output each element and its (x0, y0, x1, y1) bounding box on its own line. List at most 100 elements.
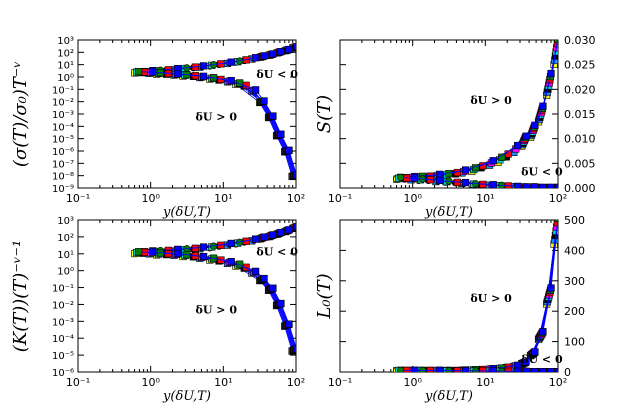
annotation-label: δU > 0 (196, 303, 238, 316)
y-tick-label: 10⁻⁷ (52, 159, 74, 170)
data-point (554, 40, 558, 44)
axes-frame (77, 219, 297, 373)
data-point (269, 50, 277, 58)
data-point (461, 367, 470, 372)
y-tick-label: 0.015 (564, 108, 596, 121)
data-point (522, 367, 530, 372)
annotation-label: δU < 0 (256, 245, 298, 258)
y-axis-label: (K(T))(T)⁻ᵛ⁻¹ (10, 240, 31, 353)
data-point (199, 252, 208, 261)
series-line (396, 64, 555, 180)
data-point (411, 174, 419, 182)
annotation-label: δU > 0 (470, 94, 512, 107)
x-axis-label: y(δU,T) (424, 205, 473, 220)
data-point (461, 178, 470, 187)
y-tick-label: 10⁻⁶ (52, 368, 74, 379)
data-point (539, 183, 547, 188)
data-point (285, 45, 293, 54)
y-tick-label: 0.010 (564, 133, 596, 146)
data-point (269, 112, 277, 120)
data-point (547, 284, 555, 292)
data-point (539, 368, 547, 372)
data-point (277, 130, 285, 138)
data-point (277, 228, 285, 237)
data-point (292, 345, 296, 353)
series-line (152, 251, 296, 349)
data-point (174, 249, 182, 258)
x-tick-label: 10⁻¹ (66, 192, 90, 205)
y-tick-label: 10⁻¹ (52, 284, 74, 295)
y-tick-label: 10⁻² (52, 98, 74, 109)
data-point (292, 43, 296, 51)
data-point (531, 121, 539, 129)
x-tick-label: 10⁰ (141, 376, 160, 389)
data-point (531, 348, 539, 356)
data-point (436, 170, 444, 178)
x-tick-label: 10⁻¹ (66, 376, 90, 389)
annotation-label: δU > 0 (196, 110, 238, 123)
data-point (489, 157, 497, 165)
y-tick-label: 0.025 (564, 59, 596, 72)
data-point (292, 171, 296, 179)
data-point (285, 146, 293, 154)
x-tick-label: 10¹ (214, 376, 232, 389)
y-tick-label: 10¹ (57, 61, 74, 72)
data-point (397, 366, 405, 372)
data-point (397, 173, 405, 181)
series-line (142, 72, 294, 177)
data-point (174, 70, 182, 78)
x-tick-label: 10² (287, 376, 305, 389)
data-point (252, 267, 260, 275)
y-axis-label: S(T) (314, 95, 335, 133)
data-point (236, 260, 244, 268)
series-line (136, 71, 295, 176)
series-line (414, 369, 558, 372)
y-tick-label: 0.030 (564, 34, 596, 47)
panel-a: 10⁻¹ 10⁰ 10¹ 10²10⁻⁹10⁻⁸10⁻⁷10⁻⁶10⁻⁵10⁻⁴10⁻… (10, 36, 305, 220)
data-point (539, 102, 547, 110)
data-point (547, 183, 555, 188)
y-tick-label: 10⁻³ (52, 110, 74, 121)
data-point (252, 86, 260, 94)
series-line (400, 40, 558, 178)
x-axis-label: y(δU,T) (162, 205, 211, 220)
plot-area (393, 40, 558, 188)
y-tick-label: 10⁻⁵ (52, 351, 74, 362)
panel-c: 10⁻¹ 10⁰ 10¹ 10² 10⁻⁶ 10⁻⁵ 10⁻⁴ 10⁻³ 10⁻² 10⁻¹ 10⁰… (10, 216, 305, 404)
x-tick-label: 10¹ (476, 376, 494, 389)
series-line (406, 43, 558, 179)
series-line (412, 47, 558, 178)
data-point (514, 367, 522, 372)
y-tick-label: 100 (564, 336, 585, 349)
series-line (411, 60, 556, 179)
series-line (136, 252, 295, 351)
series-line (398, 51, 557, 179)
x-tick-label: 10⁰ (403, 192, 422, 205)
series-line (152, 71, 296, 175)
y-tick-label: 10² (57, 233, 74, 244)
data-point (436, 366, 444, 372)
y-tick-label: 10³ (57, 36, 74, 47)
y-tick-label: 10⁻² (52, 300, 74, 311)
y-tick-label: 10¹ (57, 250, 74, 261)
data-point (227, 239, 235, 248)
plot-area (131, 223, 296, 355)
series-line (414, 40, 558, 177)
series-line (152, 226, 296, 252)
x-tick-label: 10² (549, 376, 567, 389)
axes-frame (77, 39, 297, 189)
x-axis-label: y(δU,T) (162, 389, 211, 404)
data-point (260, 274, 268, 283)
y-tick-label: 10⁰ (57, 73, 74, 84)
y-tick-label: 10⁻⁴ (52, 334, 74, 345)
data-point (514, 182, 522, 188)
data-point (547, 69, 555, 78)
y-tick-label: 400 (564, 244, 585, 257)
data-point (489, 367, 497, 372)
annotation-label: δU > 0 (470, 292, 512, 305)
data-point (522, 183, 530, 188)
y-tick-label: 10³ (57, 216, 74, 227)
data-point (445, 170, 453, 178)
data-point (252, 54, 260, 62)
